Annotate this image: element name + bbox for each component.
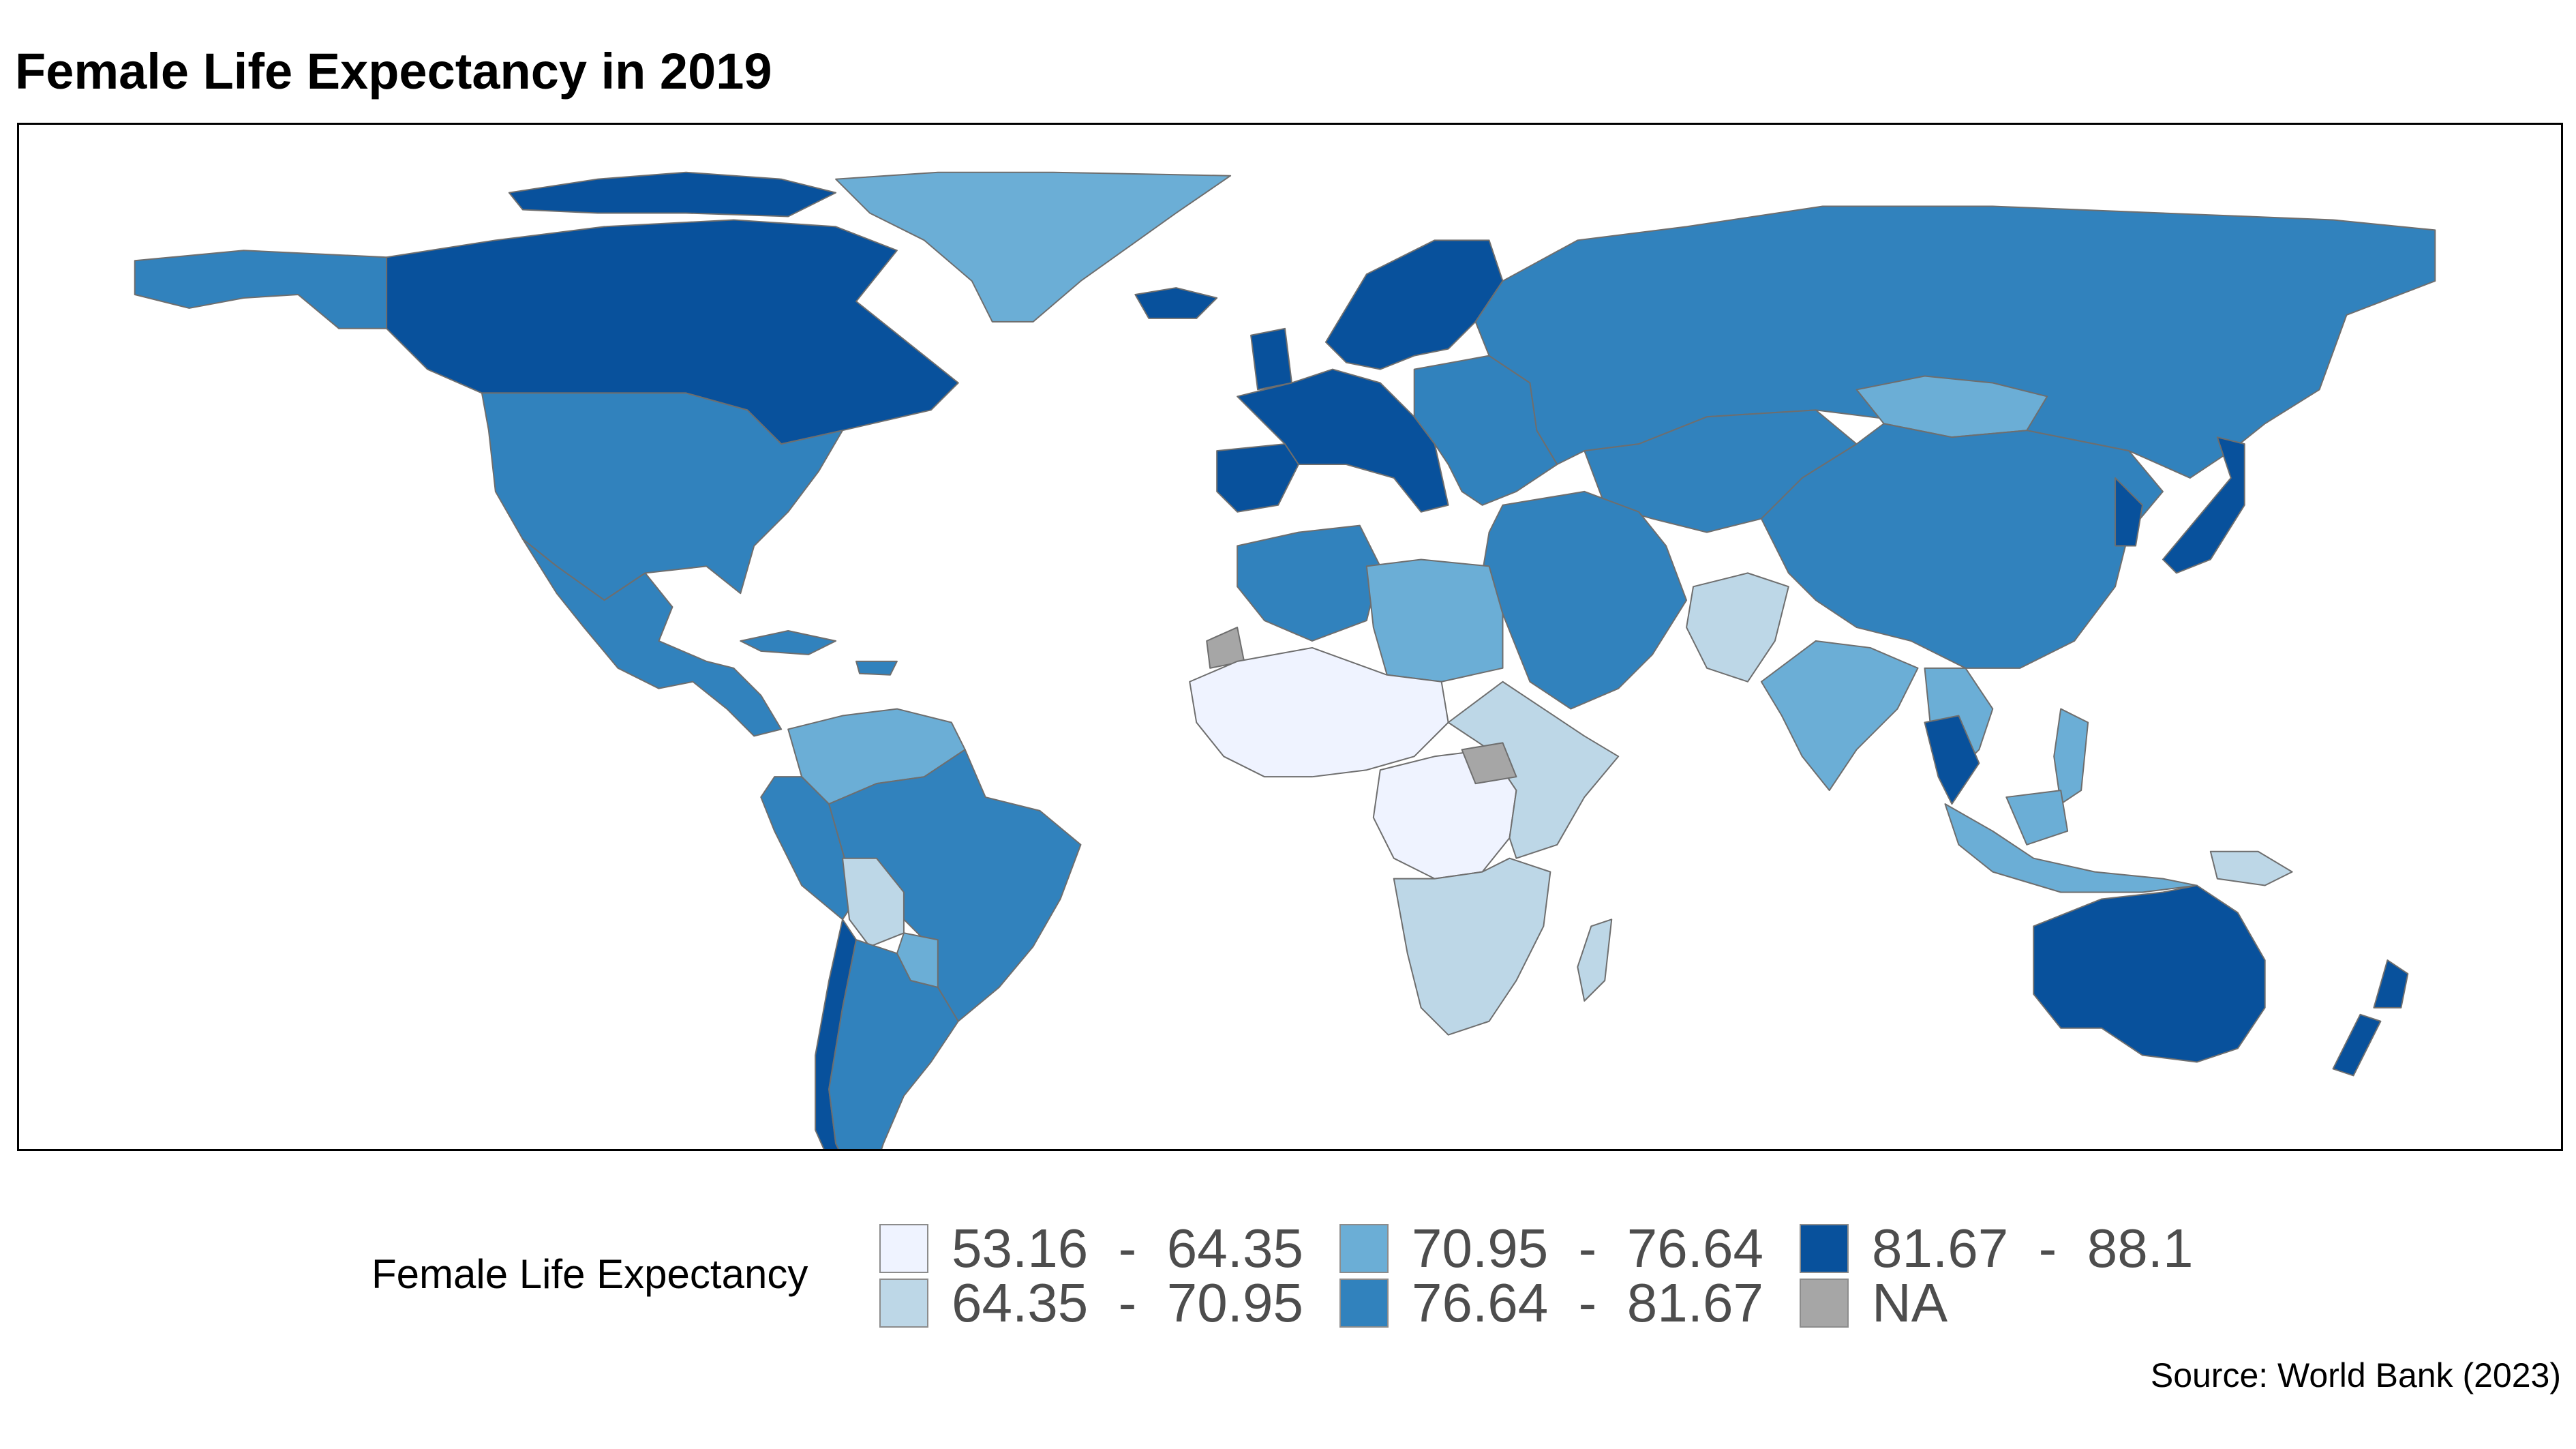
region-afghanistan-pakistan: [1686, 572, 1789, 683]
source-caption: Source: World Bank (2023): [2150, 1356, 2561, 1394]
map-title: Female Life Expectancy in 2019: [15, 43, 772, 100]
legend-swatch: [1800, 1279, 1849, 1328]
legend-item-class-2: 64.35 - 70.95: [879, 1276, 1303, 1330]
legend-item-na: NA: [1800, 1276, 1948, 1330]
region-caribbean: [740, 630, 898, 676]
legend-swatch: [1339, 1224, 1389, 1273]
region-argentina: [828, 939, 959, 1149]
region-southern-africa: [1393, 857, 1551, 1036]
legend-swatch: [879, 1279, 928, 1328]
region-maghreb: [1237, 524, 1381, 642]
region-western-europe: [1237, 327, 1449, 513]
legend-item-class-5: 81.67 - 88.1: [1800, 1221, 2193, 1276]
legend-title: Female Life Expectancy: [372, 1251, 808, 1297]
region-south-sudan: [1461, 742, 1517, 785]
region-mexico-central-america: [521, 538, 783, 737]
region-middle-east: [1481, 490, 1688, 710]
region-papua-new-guinea: [2209, 850, 2293, 886]
region-thailand: [1924, 715, 1980, 805]
region-sahel-west-africa: [1189, 646, 1449, 778]
region-east-africa: [1447, 681, 1620, 859]
region-indonesia: [1944, 790, 2198, 893]
legend-label: 53.16 - 64.35: [952, 1218, 1303, 1279]
region-scandinavia: [1324, 239, 1504, 370]
region-greenland: [835, 171, 1232, 323]
region-iberia: [1216, 443, 1299, 513]
legend-swatch: [879, 1224, 928, 1273]
world-map: [134, 171, 2436, 1149]
region-alaska-usa: [134, 250, 388, 329]
legend-label: NA: [1872, 1272, 1948, 1333]
legend-item-class-3: 70.95 - 76.64: [1339, 1221, 1763, 1276]
legend-swatch: [1339, 1279, 1389, 1328]
region-egypt-libya: [1365, 558, 1504, 683]
region-canada: [386, 171, 959, 445]
legend-swatch: [1800, 1224, 1849, 1273]
map-panel: [17, 123, 2563, 1151]
legend-label: 76.64 - 81.67: [1412, 1272, 1763, 1333]
region-iceland: [1134, 287, 1218, 319]
legend-label: 70.95 - 76.64: [1412, 1218, 1763, 1279]
legend-label: 81.67 - 88.1: [1872, 1218, 2194, 1279]
region-madagascar: [1577, 918, 1613, 1002]
region-australia: [2033, 884, 2266, 1063]
legend-item-class-1: 53.16 - 64.35: [879, 1221, 1303, 1276]
region-new-zealand: [2332, 959, 2409, 1077]
legend-label: 64.35 - 70.95: [952, 1272, 1303, 1333]
region-india: [1760, 640, 1919, 792]
legend-item-class-4: 76.64 - 81.67: [1339, 1276, 1763, 1330]
region-korea-japan: [2115, 436, 2245, 574]
region-united-states: [481, 392, 844, 601]
